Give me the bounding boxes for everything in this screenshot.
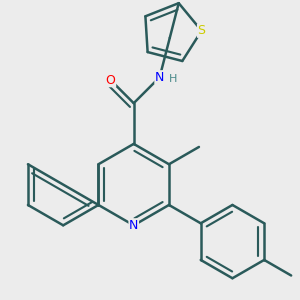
Text: N: N [155,71,164,84]
Text: S: S [197,24,206,37]
Text: H: H [169,74,177,84]
Text: N: N [129,219,138,232]
Text: O: O [106,74,116,87]
